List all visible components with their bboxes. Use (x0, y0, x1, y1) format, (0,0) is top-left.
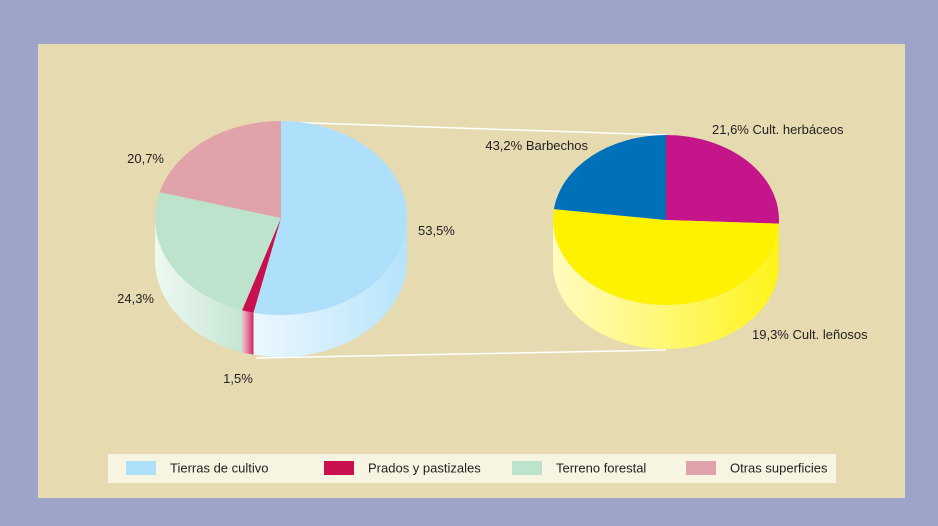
pie-side-shade (242, 310, 254, 355)
pie-slice (242, 218, 281, 313)
legend-swatch (686, 461, 716, 475)
legend-label: Tierras de cultivo (170, 460, 269, 475)
pie-slice (666, 135, 779, 224)
value-label: 43,2% (485, 138, 522, 153)
category-label: Cult. leñosos (793, 327, 869, 342)
legend-label: Terreno forestal (556, 460, 646, 475)
value-label: 1,5% (223, 371, 253, 386)
pie-slice (155, 192, 281, 311)
data-label: 21,6% Cult. herbáceos (712, 122, 844, 137)
pie-slice (253, 121, 407, 315)
pie-slice (553, 135, 666, 220)
category-label: Cult. herbáceos (753, 122, 845, 137)
value-label: 21,6% (712, 122, 749, 137)
pie-side-shade (553, 220, 779, 349)
legend-swatch (512, 461, 542, 475)
data-label: 24,3% (117, 291, 154, 306)
legend-label: Prados y pastizales (368, 460, 481, 475)
connector (280, 121, 667, 136)
data-label: 53,5% (418, 223, 455, 238)
data-label: 20,7% (127, 151, 164, 166)
category-label: Barbechos (526, 138, 589, 153)
data-label: 43,2% Barbechos (485, 138, 588, 153)
pie-side-shade (253, 218, 407, 357)
legend-swatch (126, 461, 156, 475)
legend-label: Otras superficies (730, 460, 828, 475)
value-label: 20,7% (127, 151, 164, 166)
value-label: 24,3% (117, 291, 154, 306)
data-label: 1,5% (223, 371, 253, 386)
data-label: 19,3% Cult. leñosos (752, 327, 868, 342)
pie-slice (159, 121, 281, 218)
pie-side-shade (155, 218, 243, 353)
legend-swatch (324, 461, 354, 475)
value-label: 53,5% (418, 223, 455, 238)
pie-slice (553, 209, 779, 306)
connector (255, 349, 667, 359)
value-label: 19,3% (752, 327, 789, 342)
